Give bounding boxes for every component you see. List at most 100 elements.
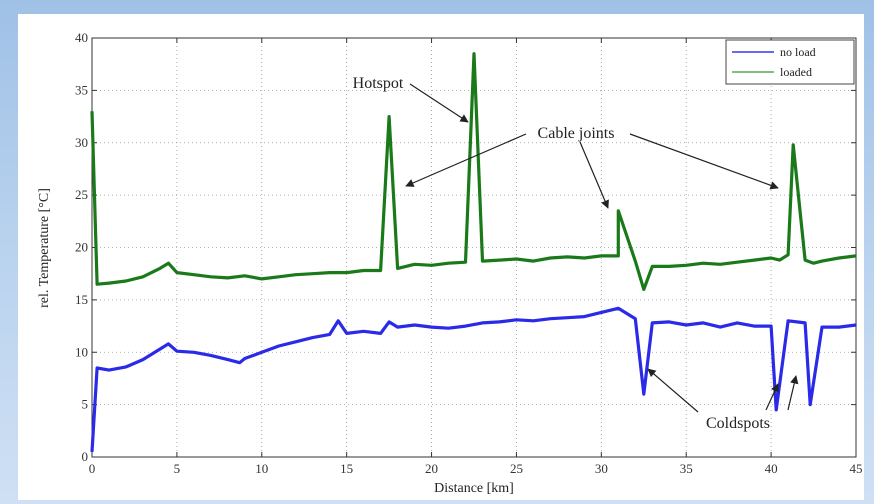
data-point-no-load xyxy=(668,321,671,323)
data-point-loaded xyxy=(447,262,450,265)
y-tick-label: 40 xyxy=(75,30,88,45)
annotation-hotspot: Hotspot xyxy=(353,75,469,123)
data-point-loaded xyxy=(804,259,806,261)
data-point-loaded xyxy=(311,272,314,275)
data-point-no-load xyxy=(838,326,840,328)
data-point-loaded xyxy=(583,257,586,259)
data-point-loaded xyxy=(634,260,637,262)
data-point-no-load xyxy=(277,345,280,347)
chart-frame: 0 5 10 15 20 25 30 35 40 45 0 5 10 15 20 25 30 35 40 Dista… xyxy=(18,14,864,500)
data-point-loaded xyxy=(549,257,552,259)
y-tick-label: 35 xyxy=(75,82,88,97)
data-point-no-load xyxy=(787,320,789,322)
data-point-no-load xyxy=(753,325,755,327)
x-tick-label: 0 xyxy=(89,461,96,476)
annotation-coldspots: Coldspots xyxy=(647,368,799,432)
data-point-no-load xyxy=(583,315,586,318)
data-point-no-load xyxy=(362,330,365,333)
data-point-no-load xyxy=(294,340,297,343)
data-point-loaded xyxy=(668,265,671,268)
y-tick-label: 20 xyxy=(75,240,88,255)
x-tick-label: 25 xyxy=(510,461,523,476)
data-point-no-load xyxy=(167,343,170,345)
y-tick-label: 10 xyxy=(75,344,88,359)
y-tick-label: 0 xyxy=(82,449,89,464)
data-point-no-load xyxy=(515,318,518,321)
data-point-no-load xyxy=(855,324,857,326)
data-point-no-load xyxy=(159,348,161,350)
data-point-no-load xyxy=(396,326,399,328)
data-point-loaded xyxy=(464,261,467,263)
annotation-label: Coldspots xyxy=(706,415,770,432)
data-point-loaded xyxy=(787,254,789,256)
data-point-loaded xyxy=(328,271,331,274)
data-point-loaded xyxy=(294,273,297,276)
series-line-loaded xyxy=(90,52,857,291)
data-point-no-load xyxy=(430,326,433,328)
data-point-loaded xyxy=(481,260,484,262)
legend-label-loaded: loaded xyxy=(780,65,812,79)
temperature-chart: 0 5 10 15 20 25 30 35 40 45 0 5 10 15 20 25 30 35 40 Dista… xyxy=(37,30,863,496)
data-point-loaded xyxy=(566,256,569,258)
data-point-no-load xyxy=(775,409,778,411)
annotation-cable-joints: Cable joints xyxy=(405,125,779,209)
data-point-loaded xyxy=(388,115,390,118)
data-point-loaded xyxy=(473,52,475,55)
data-point-loaded xyxy=(498,259,501,261)
data-point-no-load xyxy=(193,351,195,354)
data-point-loaded xyxy=(108,282,110,284)
annotation-arrow xyxy=(405,133,527,187)
data-point-loaded xyxy=(855,255,857,257)
data-point-loaded xyxy=(430,264,433,267)
y-tick-label: 30 xyxy=(75,135,88,150)
data-point-no-load xyxy=(821,326,823,328)
x-tick-label: 45 xyxy=(850,461,863,476)
data-point-no-load xyxy=(600,311,603,314)
data-point-loaded xyxy=(719,263,721,266)
data-point-loaded xyxy=(277,276,280,278)
data-point-loaded xyxy=(91,110,93,113)
data-point-loaded xyxy=(515,258,518,260)
data-point-no-load xyxy=(532,320,535,322)
x-tick-label: 5 xyxy=(174,461,181,476)
data-point-no-load xyxy=(634,317,637,320)
annotation-arrow xyxy=(647,368,699,413)
data-point-loaded xyxy=(778,259,781,261)
data-point-loaded xyxy=(227,277,229,279)
data-point-no-load xyxy=(481,322,484,324)
data-point-no-load xyxy=(447,327,450,329)
data-point-no-load xyxy=(337,320,339,322)
data-point-loaded xyxy=(821,260,823,262)
data-point-no-load xyxy=(96,367,98,369)
data-point-loaded xyxy=(736,261,738,263)
data-point-no-load xyxy=(125,366,127,368)
data-point-no-load xyxy=(702,322,704,324)
data-point-loaded xyxy=(770,257,772,259)
data-point-loaded xyxy=(792,144,794,146)
y-tick-label: 5 xyxy=(82,397,89,412)
data-point-no-load xyxy=(311,336,314,339)
data-point-loaded xyxy=(642,288,645,291)
data-point-loaded xyxy=(651,265,654,268)
data-point-loaded xyxy=(753,259,755,261)
y-tick-label: 15 xyxy=(75,292,88,307)
data-point-loaded xyxy=(142,276,144,278)
data-point-no-load xyxy=(238,361,241,364)
data-point-loaded xyxy=(413,263,416,266)
annotation-arrow xyxy=(409,83,469,123)
data-point-no-load xyxy=(260,351,263,354)
data-point-no-load xyxy=(464,325,467,327)
data-point-no-load xyxy=(108,369,110,371)
data-point-no-load xyxy=(388,321,390,323)
data-point-loaded xyxy=(96,283,98,285)
data-point-loaded xyxy=(617,255,620,257)
data-point-loaded xyxy=(345,271,348,274)
data-point-no-load xyxy=(549,317,552,320)
data-point-loaded xyxy=(167,262,170,265)
data-point-no-load xyxy=(210,354,212,357)
data-point-loaded xyxy=(396,267,399,270)
x-tick-label: 20 xyxy=(425,461,438,476)
annotation-arrow xyxy=(765,383,779,411)
plot-area-border xyxy=(91,37,857,458)
data-point-loaded xyxy=(193,273,195,276)
